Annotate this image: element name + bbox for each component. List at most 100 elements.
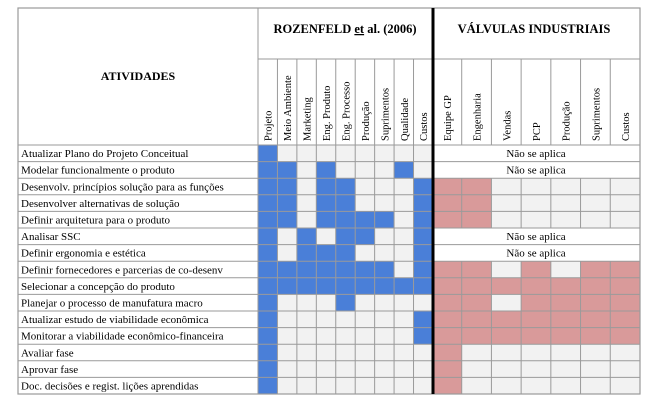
cell-g1-filled	[335, 294, 356, 311]
cell-g1-empty	[296, 145, 317, 162]
cell-g2-filled	[580, 327, 611, 345]
cell-g1-empty	[296, 360, 317, 378]
rozenfeld-et: et	[354, 22, 365, 36]
cell-g2-filled	[432, 311, 462, 328]
cell-g1-empty	[413, 360, 433, 378]
cell-g2-empty	[610, 360, 640, 378]
cell-g2-filled	[610, 277, 640, 295]
cell-g2-empty	[580, 178, 611, 195]
cell-g2-filled	[432, 327, 462, 345]
cell-g1-filled	[335, 261, 356, 278]
cell-g1-filled	[277, 261, 297, 278]
cell-g1-filled	[258, 377, 278, 394]
cell-g1-filled	[316, 211, 336, 228]
cell-g1-empty	[277, 228, 297, 245]
cell-g2-empty	[550, 211, 581, 228]
cell-g2-empty	[491, 344, 522, 361]
cell-g1-filled	[296, 277, 317, 295]
activity-label: Analisar SSC	[21, 231, 81, 243]
cell-g1-empty	[394, 228, 414, 245]
cell-g1-empty	[277, 294, 297, 311]
cell-g1-filled	[277, 211, 297, 228]
cell-g2-filled	[432, 194, 462, 212]
cell-g1-filled	[277, 178, 297, 195]
cell-g1-filled	[258, 228, 278, 245]
cell-g1-filled	[335, 178, 356, 195]
cell-g1-empty	[335, 161, 356, 179]
cell-g1-empty	[374, 311, 395, 328]
column-header-g1-6: Suprimentos	[380, 88, 391, 141]
cell-g1-empty	[374, 344, 395, 361]
cell-g1-filled	[413, 228, 433, 245]
cell-g1-empty	[296, 161, 317, 179]
activity-label: Selecionar a concepção do produto	[21, 281, 175, 293]
cell-g1-empty	[394, 244, 414, 262]
cell-g1-empty	[335, 145, 356, 162]
cell-g2-empty	[521, 360, 551, 378]
cell-g1-empty	[374, 228, 395, 245]
cell-g2-filled	[432, 178, 462, 195]
cell-g1-filled	[374, 211, 395, 228]
rozenfeld-author: ROZENFELD	[273, 22, 354, 36]
cell-g1-empty	[355, 344, 375, 361]
cell-g2-empty	[610, 178, 640, 195]
cell-g2-empty	[550, 178, 581, 195]
column-header-g1-7: Qualidade	[400, 98, 411, 141]
cell-g2-filled	[461, 178, 492, 195]
cell-g2-empty	[580, 360, 611, 378]
cell-g1-empty	[277, 145, 297, 162]
cell-g1-empty	[296, 377, 317, 394]
cell-g1-empty	[355, 360, 375, 378]
cell-g2-filled	[521, 261, 551, 278]
cell-g1-filled	[413, 194, 433, 212]
cell-g1-filled	[277, 194, 297, 212]
cell-g1-empty	[394, 294, 414, 311]
column-header-g1-3: Eng. Produto	[322, 86, 333, 141]
cell-g2-empty	[550, 261, 581, 278]
cell-g1-filled	[335, 244, 356, 262]
cell-g1-empty	[277, 244, 297, 262]
cell-g1-empty	[394, 194, 414, 212]
cell-g1-filled	[413, 277, 433, 295]
column-header-g2-5: Suprimentos	[591, 88, 602, 141]
cell-g2-filled	[610, 311, 640, 328]
cell-g1-filled	[258, 327, 278, 345]
cell-g1-filled	[374, 277, 395, 295]
cell-g1-filled	[394, 277, 414, 295]
cell-g1-empty	[316, 145, 336, 162]
column-header-g1-8: Custos	[419, 112, 430, 141]
cell-g1-filled	[413, 211, 433, 228]
cell-g1-filled	[316, 161, 336, 179]
cell-g1-filled	[277, 277, 297, 295]
cell-g1-empty	[316, 311, 336, 328]
cell-g2-filled	[461, 194, 492, 212]
cell-g1-empty	[394, 311, 414, 328]
column-header-g2-3: PCP	[532, 122, 543, 141]
cell-g1-empty	[374, 145, 395, 162]
column-header-g2-1: Engenharia	[473, 93, 484, 141]
cell-g2-filled	[580, 294, 611, 311]
cell-g2-filled	[550, 277, 581, 295]
cell-g2-filled	[491, 327, 522, 345]
cell-g1-empty	[355, 377, 375, 394]
not-applicable-label: Não se aplica	[506, 148, 565, 160]
cell-g2-empty	[550, 344, 581, 361]
cell-g2-filled	[521, 327, 551, 345]
cell-g2-filled	[461, 211, 492, 228]
cell-g1-empty	[277, 311, 297, 328]
cell-g1-filled	[316, 194, 336, 212]
cell-g2-empty	[521, 178, 551, 195]
cell-g1-empty	[277, 377, 297, 394]
cell-g2-empty	[521, 194, 551, 212]
cell-g1-empty	[316, 360, 336, 378]
table-border	[17, 7, 641, 395]
cell-g1-empty	[413, 294, 433, 311]
cell-g1-filled	[258, 294, 278, 311]
cell-g1-filled	[355, 277, 375, 295]
cell-g1-empty	[374, 327, 395, 345]
cell-g1-filled	[258, 145, 278, 162]
cell-g2-filled	[580, 261, 611, 278]
activity-label: Definir arquitetura para o produto	[21, 215, 171, 227]
cell-g1-filled	[413, 178, 433, 195]
